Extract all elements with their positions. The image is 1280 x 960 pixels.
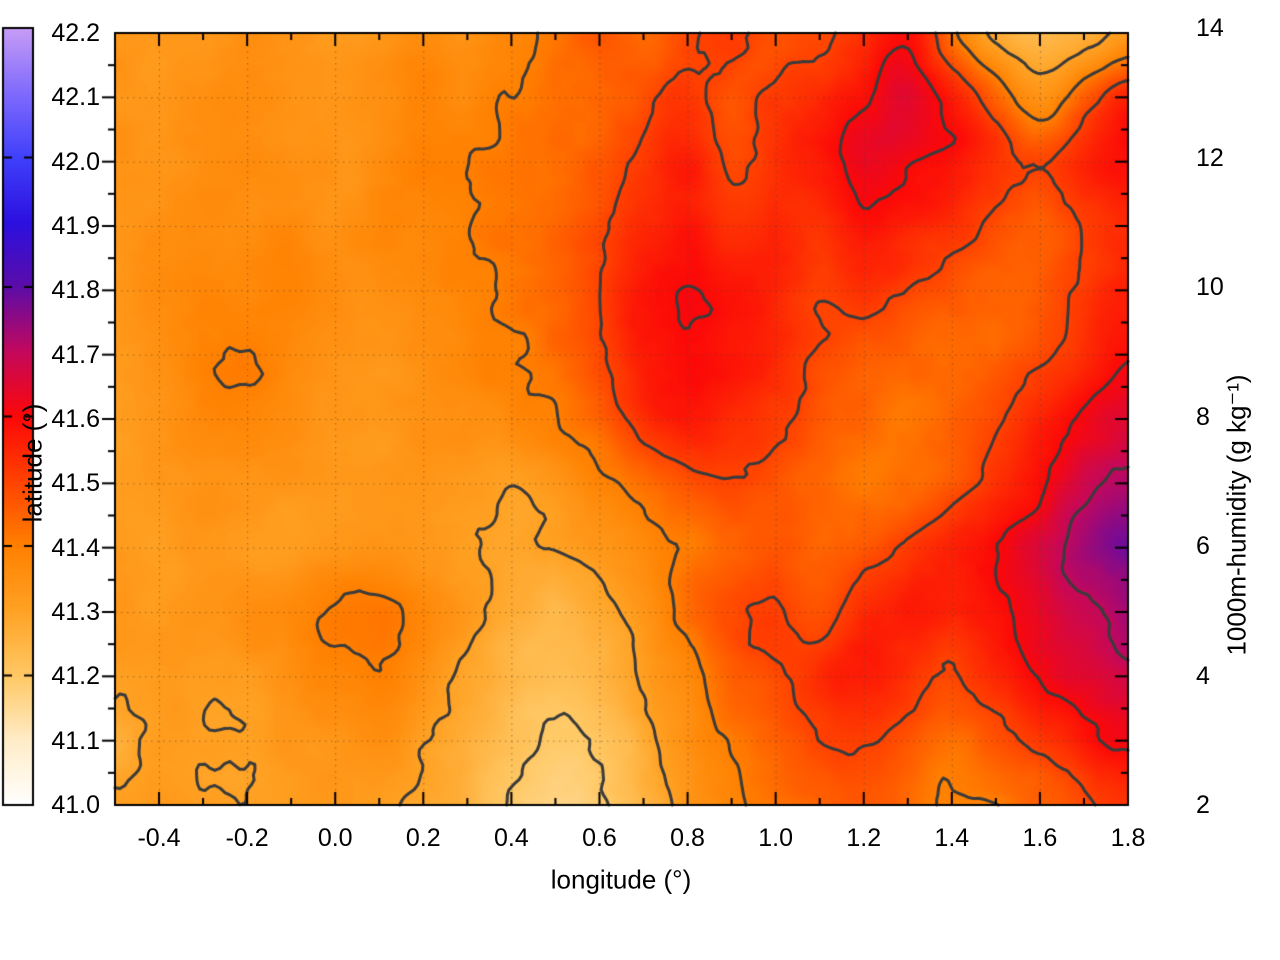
- colorbar-canvas: [0, 0, 130, 960]
- x-tick-label: -0.4: [137, 824, 181, 852]
- y-tick-label: 41.1: [51, 726, 100, 755]
- y-tick-label: 42.1: [51, 83, 100, 112]
- x-tick-label: 0.2: [405, 824, 441, 852]
- y-tick-label: 42.0: [51, 147, 100, 176]
- colorbar-tick-label: 8: [1196, 402, 1210, 431]
- colorbar-tick-label: 4: [1196, 661, 1210, 690]
- y-tick-label: 41.9: [51, 212, 100, 240]
- colorbar-tick-label: 14: [1196, 14, 1224, 42]
- y-tick-label: 41.3: [51, 598, 100, 626]
- y-tick-label: 41.7: [51, 340, 100, 369]
- y-tick-label: 41.8: [51, 276, 100, 305]
- x-axis-label: longitude (°): [550, 864, 692, 895]
- humidity-heatmap-canvas: [0, 0, 1150, 960]
- x-tick-label: 1.8: [1110, 824, 1146, 852]
- x-tick-label: 0.4: [494, 824, 529, 852]
- x-tick-label: 0.6: [582, 824, 617, 852]
- colorbar-tick-label: 2: [1196, 791, 1210, 819]
- y-tick-label: 41.0: [51, 791, 100, 819]
- x-tick-label: 1.6: [1022, 824, 1058, 852]
- y-tick-label: 42.2: [51, 19, 100, 47]
- x-tick-label: 1.2: [846, 824, 882, 852]
- y-tick-label: 41.2: [51, 662, 100, 691]
- y-tick-label: 41.6: [51, 405, 100, 433]
- y-tick-label: 41.4: [51, 533, 100, 562]
- colorbar-tick-label: 12: [1196, 143, 1224, 172]
- y-tick-label: 41.5: [51, 469, 100, 498]
- x-tick-label: 1.0: [758, 824, 794, 852]
- x-tick-label: -0.2: [225, 824, 269, 852]
- colorbar-tick-label: 6: [1196, 532, 1210, 560]
- colorbar-tick-label: 10: [1196, 273, 1224, 301]
- x-tick-label: 1.4: [934, 824, 970, 852]
- x-tick-label: 0.0: [317, 824, 353, 852]
- x-tick-label: 0.8: [670, 824, 705, 852]
